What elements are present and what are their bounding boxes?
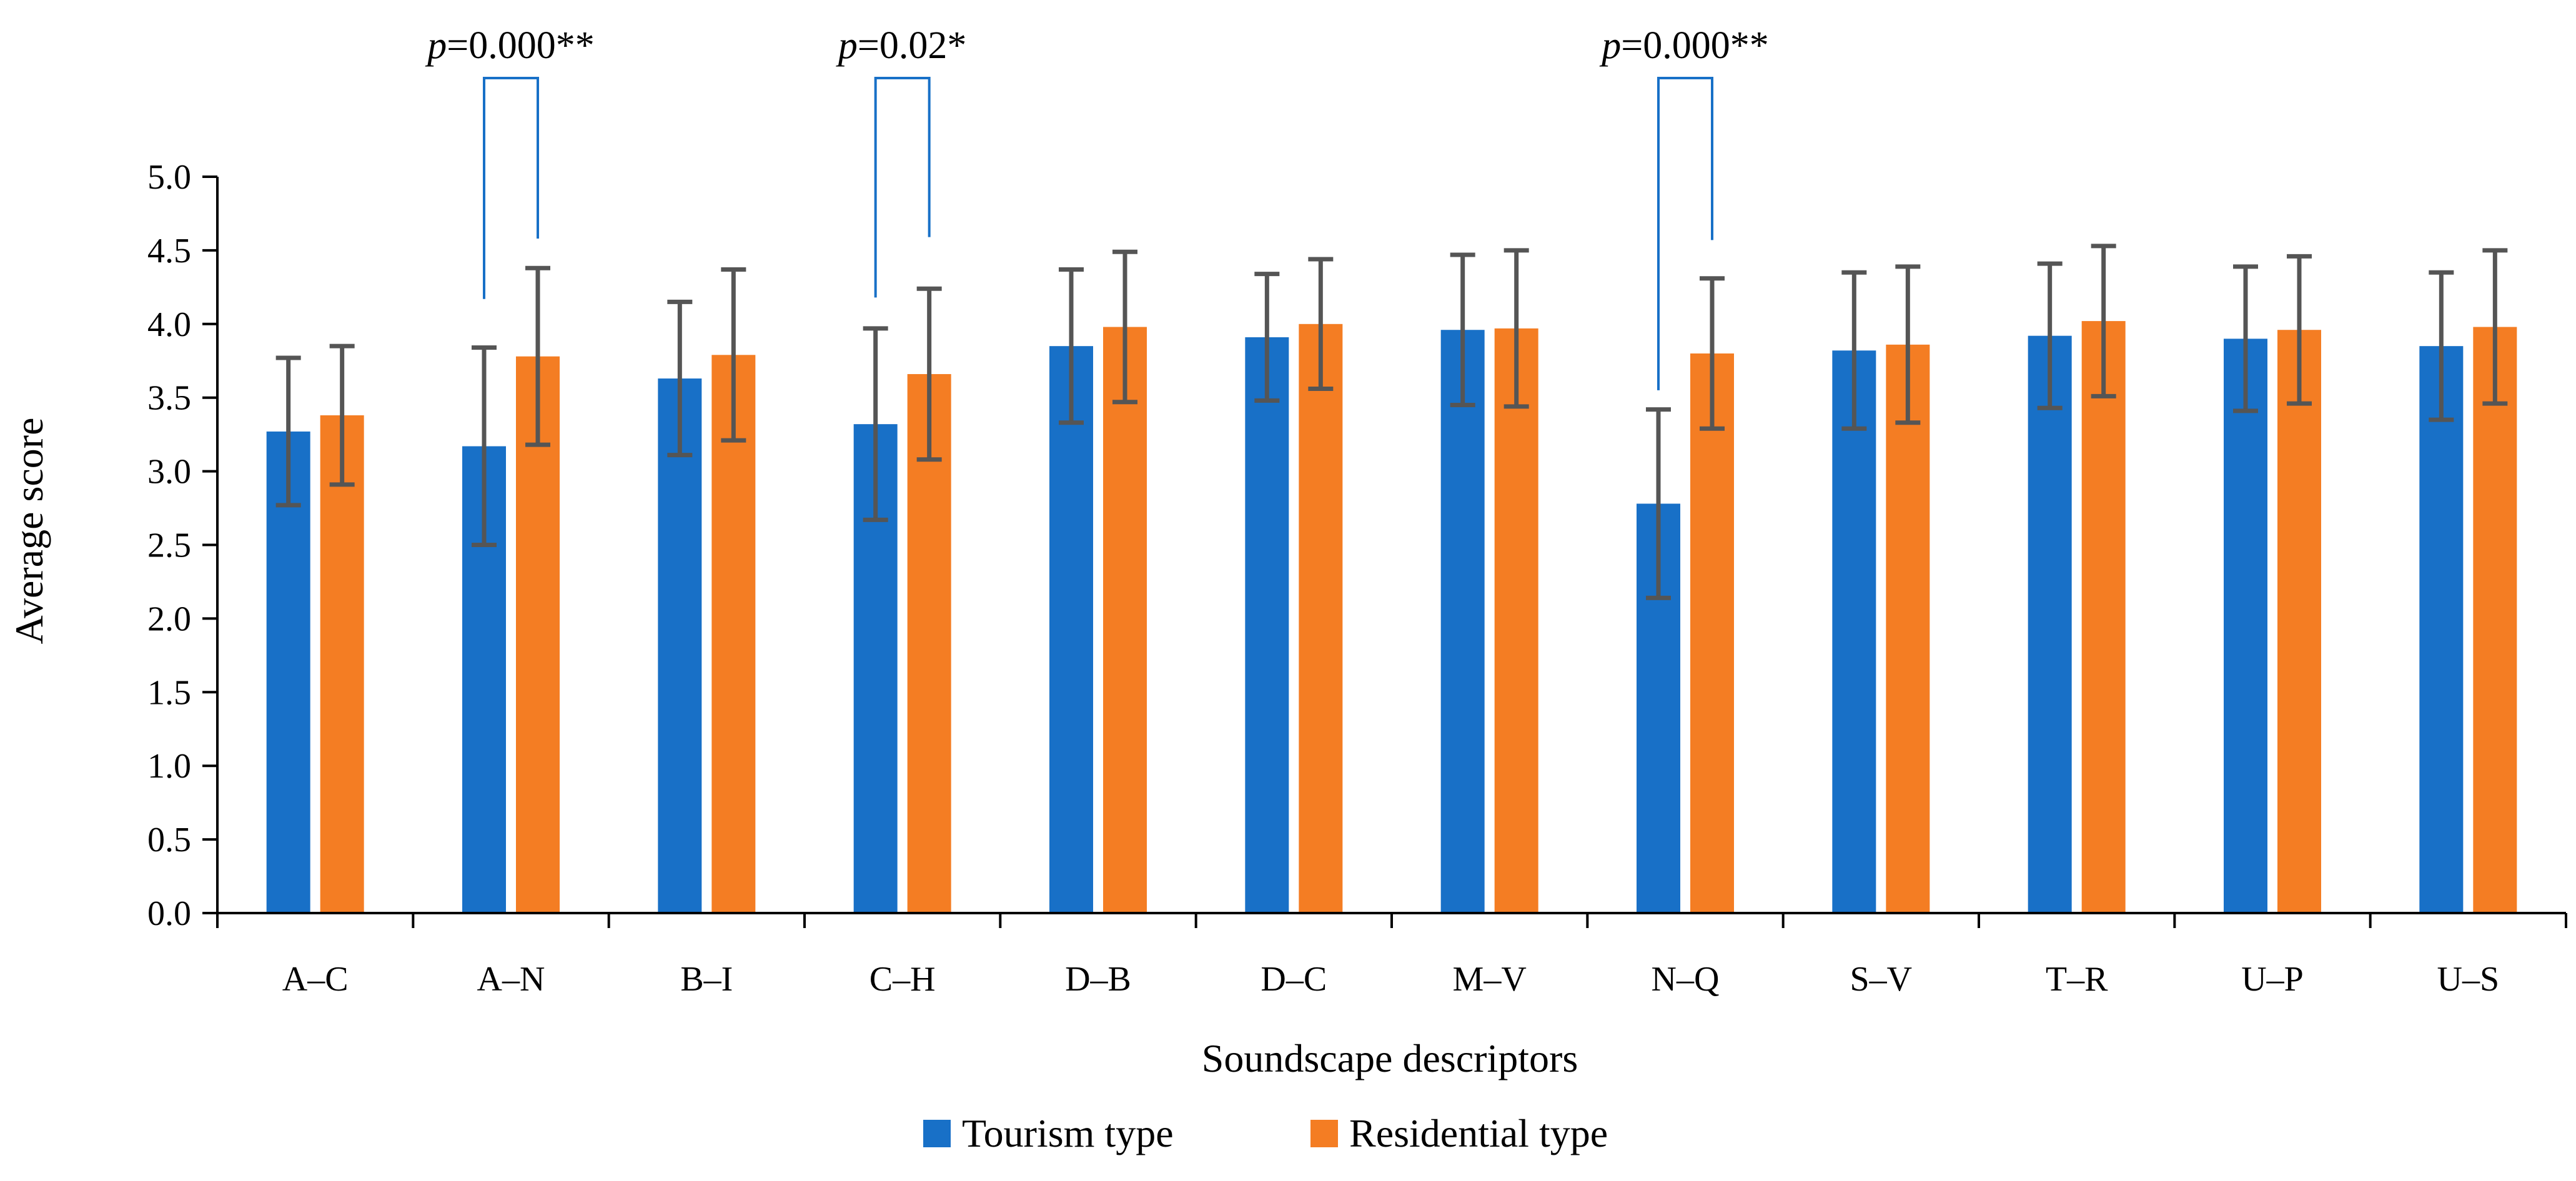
bar-s1-4 (1103, 327, 1147, 913)
p-value-label-0: p=0.000** (425, 24, 594, 67)
y-tick-label-10: 5.0 (147, 158, 191, 197)
bar-s1-10 (2277, 330, 2321, 913)
bar-s1-5 (1299, 324, 1343, 913)
x-tick-label-0: A–C (282, 960, 349, 999)
x-tick-label-5: D–C (1261, 960, 1327, 999)
bar-s1-0 (320, 415, 364, 913)
x-tick-label-4: D–B (1065, 960, 1131, 999)
significance-bracket-0 (483, 77, 539, 299)
bar-s1-9 (2081, 321, 2126, 913)
significance-bracket-2 (1657, 77, 1713, 390)
x-axis-title: Soundscape descriptors (1202, 1036, 1578, 1080)
y-tick-label-1: 0.5 (147, 821, 191, 859)
bar-s0-2 (658, 378, 702, 913)
x-tick-label-7: N–Q (1652, 960, 1720, 999)
y-tick-label-3: 1.5 (147, 673, 191, 712)
significance-bracket-1 (874, 77, 931, 298)
significance-annotations: p=0.000** p=0.02* p=0.000** (425, 24, 1769, 390)
legend: Tourism type Residential type (923, 1111, 1608, 1155)
x-tick-label-3: C–H (869, 960, 936, 999)
bar-s1-8 (1886, 344, 1930, 913)
y-tick-label-6: 3.0 (147, 453, 191, 492)
y-tick-label-8: 4.0 (147, 305, 191, 344)
bar-s0-5 (1245, 337, 1289, 913)
legend-label-tourism: Tourism type (962, 1111, 1174, 1155)
y-tick-label-2: 1.0 (147, 747, 191, 786)
x-tick-label-9: T–R (2046, 960, 2108, 999)
bar-s0-0 (266, 431, 310, 913)
y-tick-label-5: 2.5 (147, 526, 191, 565)
bar-s1-1 (516, 356, 560, 913)
x-axis-tick-labels: A–C A–N B–I C–H D–B D–C M–V N–Q S–V T–R U–P U–S (282, 960, 2499, 999)
bar-s1-2 (711, 355, 756, 913)
bars (266, 321, 2517, 913)
x-tick-label-10: U–P (2241, 960, 2304, 999)
x-tick-label-6: M–V (1453, 960, 1527, 999)
y-tick-label-7: 3.5 (147, 379, 191, 418)
bar-s1-7 (1690, 353, 1734, 913)
bar-s0-6 (1440, 330, 1485, 913)
bar-s1-6 (1494, 328, 1538, 913)
legend-swatch-tourism (923, 1120, 951, 1147)
y-axis-ticks (202, 175, 2567, 928)
bar-s0-11 (2419, 346, 2464, 913)
bar-s0-8 (1832, 350, 1876, 913)
legend-label-residential: Residential type (1349, 1111, 1608, 1155)
p-value-label-1: p=0.02* (836, 24, 966, 67)
y-tick-label-0: 0.0 (147, 894, 191, 933)
p-value-label-2: p=0.000** (1599, 24, 1768, 67)
error-bars (275, 244, 2508, 600)
y-tick-label-4: 2.0 (147, 600, 191, 638)
y-tick-label-9: 4.5 (147, 232, 191, 270)
x-tick-label-1: A–N (477, 960, 545, 999)
bar-s0-10 (2224, 338, 2267, 913)
y-axis-tick-labels: 0.0 0.5 1.0 1.5 2.0 2.5 3.0 3.5 4.0 4.5 5.0 (147, 158, 191, 933)
y-axis-title: Average score (7, 417, 51, 644)
bar-s1-11 (2473, 327, 2517, 913)
bar-s0-9 (2028, 335, 2072, 913)
x-tick-label-2: B–I (680, 960, 733, 999)
bar-s0-4 (1049, 346, 1093, 913)
bar-s1-3 (907, 373, 951, 913)
x-tick-label-8: S–V (1850, 960, 1913, 999)
legend-swatch-residential (1310, 1120, 1338, 1147)
x-tick-label-11: U–S (2437, 960, 2500, 999)
